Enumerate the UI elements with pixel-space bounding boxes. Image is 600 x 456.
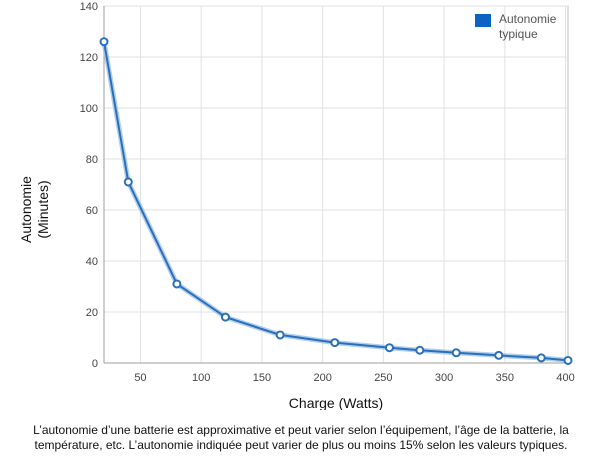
series-layer <box>99 37 573 365</box>
x-axis-title: Charge (Watts) <box>289 395 383 410</box>
x-tick-label: 250 <box>374 372 392 384</box>
y-tick-label: 40 <box>86 256 98 268</box>
y-tick-label: 100 <box>80 103 98 115</box>
x-tick-label: 100 <box>192 372 210 384</box>
series-line <box>103 41 569 362</box>
data-point <box>220 312 230 322</box>
label-layer: Charge (Watts) Autonomie (Minutes) <box>18 176 383 410</box>
y-tick-label: 60 <box>86 205 98 217</box>
data-point <box>451 348 461 358</box>
x-tick-label: 200 <box>313 372 331 384</box>
data-point <box>536 353 546 363</box>
y-tick-label: 20 <box>86 307 98 319</box>
x-tick-label: 300 <box>435 372 453 384</box>
footnote: L’autonomie d’une batterie est approxima… <box>33 423 569 452</box>
x-tick-label: 350 <box>496 372 514 384</box>
y-tick-label: 0 <box>92 358 98 370</box>
data-point <box>172 279 182 289</box>
x-tick-label: 50 <box>134 372 146 384</box>
data-point <box>415 345 425 355</box>
battery-runtime-chart: 50 100 150 200 250 300 350 400 0 20 40 60 80 100 120 14… <box>18 1 575 410</box>
y-axis-title-line1: Autonomie <box>18 176 34 243</box>
y-tick-label: 80 <box>86 154 98 166</box>
legend-label: Autonomie typique <box>499 12 557 41</box>
chart-legend: Autonomie typique <box>475 12 569 42</box>
data-point <box>494 350 504 360</box>
y-tick-label: 120 <box>80 52 98 64</box>
data-point <box>123 177 133 187</box>
data-point <box>384 343 394 353</box>
data-point <box>563 355 573 365</box>
grid-layer <box>103 5 569 364</box>
y-axis-title-line2: (Minutes) <box>35 180 51 238</box>
data-point <box>275 330 285 340</box>
x-tick-label: 150 <box>253 372 271 384</box>
x-tick-label: 400 <box>556 372 574 384</box>
chart-canvas: 50 100 150 200 250 300 350 400 0 20 40 60 80 100 120 14… <box>18 1 575 410</box>
axis-layer: 50 100 150 200 250 300 350 400 0 20 40 60 80 100 120 14… <box>80 1 575 384</box>
data-point <box>330 338 340 348</box>
legend-swatch <box>475 14 491 27</box>
plot-frame <box>103 5 569 364</box>
y-tick-label: 140 <box>80 1 98 13</box>
data-point <box>99 37 109 47</box>
